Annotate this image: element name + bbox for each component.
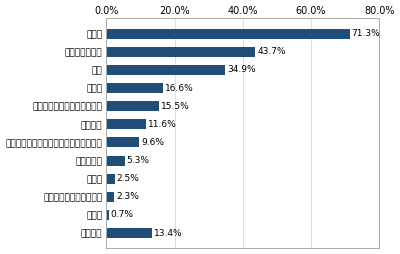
Text: 2.5%: 2.5% <box>117 174 140 183</box>
Bar <box>106 192 114 202</box>
Bar <box>106 101 159 111</box>
Bar <box>106 210 109 220</box>
Text: 13.4%: 13.4% <box>154 229 182 237</box>
Bar <box>106 174 115 184</box>
Text: 16.6%: 16.6% <box>165 84 194 93</box>
Bar <box>106 29 350 39</box>
Text: 9.6%: 9.6% <box>141 138 164 147</box>
Bar <box>106 156 124 166</box>
Text: 34.9%: 34.9% <box>227 66 256 74</box>
Bar <box>106 83 163 93</box>
Text: 11.6%: 11.6% <box>148 120 176 129</box>
Text: 0.7%: 0.7% <box>110 210 134 219</box>
Bar <box>106 47 256 57</box>
Text: 2.3%: 2.3% <box>116 192 139 201</box>
Text: 43.7%: 43.7% <box>257 47 286 56</box>
Bar <box>106 119 146 129</box>
Bar <box>106 65 226 75</box>
Text: 71.3%: 71.3% <box>351 29 380 38</box>
Bar <box>106 137 139 147</box>
Text: 15.5%: 15.5% <box>161 102 190 111</box>
Bar <box>106 228 152 238</box>
Text: 5.3%: 5.3% <box>126 156 149 165</box>
